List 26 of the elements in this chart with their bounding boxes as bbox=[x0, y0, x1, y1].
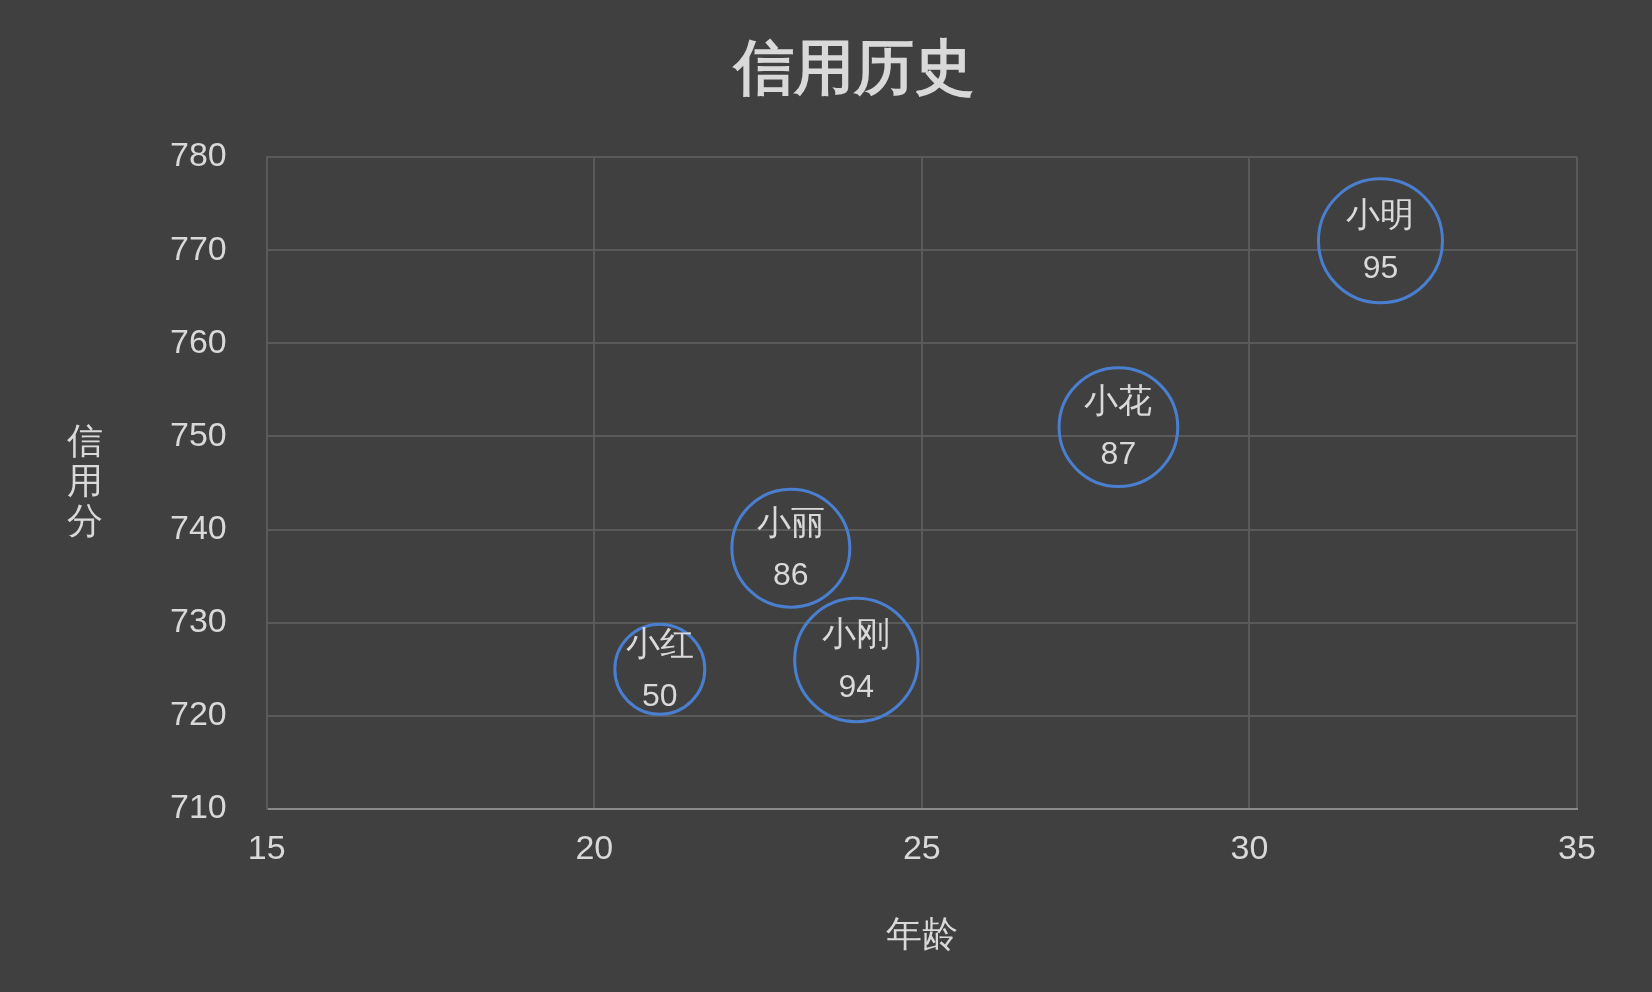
chart-title: 信用历史 bbox=[731, 33, 974, 101]
x-axis-title: 年龄 bbox=[885, 913, 958, 955]
data-label: 86 bbox=[773, 556, 809, 593]
annotation: 小花 bbox=[1084, 381, 1153, 420]
y-axis-title: 信用分 bbox=[67, 419, 103, 541]
annotation: 小红 bbox=[625, 623, 694, 662]
annotation: 小明 bbox=[1346, 195, 1415, 234]
data-label: 95 bbox=[1362, 248, 1399, 285]
annotation: 小刚 bbox=[822, 614, 891, 653]
x-tick-label: 30 bbox=[1230, 827, 1269, 866]
y-tick-label: 750 bbox=[169, 414, 227, 453]
x-tick-label: 25 bbox=[902, 827, 941, 866]
data-label: 94 bbox=[838, 667, 875, 704]
x-tick-label: 15 bbox=[247, 827, 286, 866]
data-label: 50 bbox=[642, 677, 678, 714]
y-tick-label: 770 bbox=[169, 228, 227, 267]
data-label: 87 bbox=[1100, 434, 1137, 471]
y-tick-label: 710 bbox=[169, 787, 227, 826]
y-tick-label: 740 bbox=[169, 507, 227, 546]
y-tick-label: 720 bbox=[169, 694, 227, 733]
y-tick-label: 760 bbox=[169, 321, 227, 360]
x-tick-label: 20 bbox=[575, 827, 614, 866]
annotation: 小丽 bbox=[756, 502, 825, 541]
x-tick-label: 35 bbox=[1558, 827, 1596, 866]
y-tick-label: 780 bbox=[169, 135, 227, 174]
y-tick-label: 730 bbox=[169, 601, 227, 640]
